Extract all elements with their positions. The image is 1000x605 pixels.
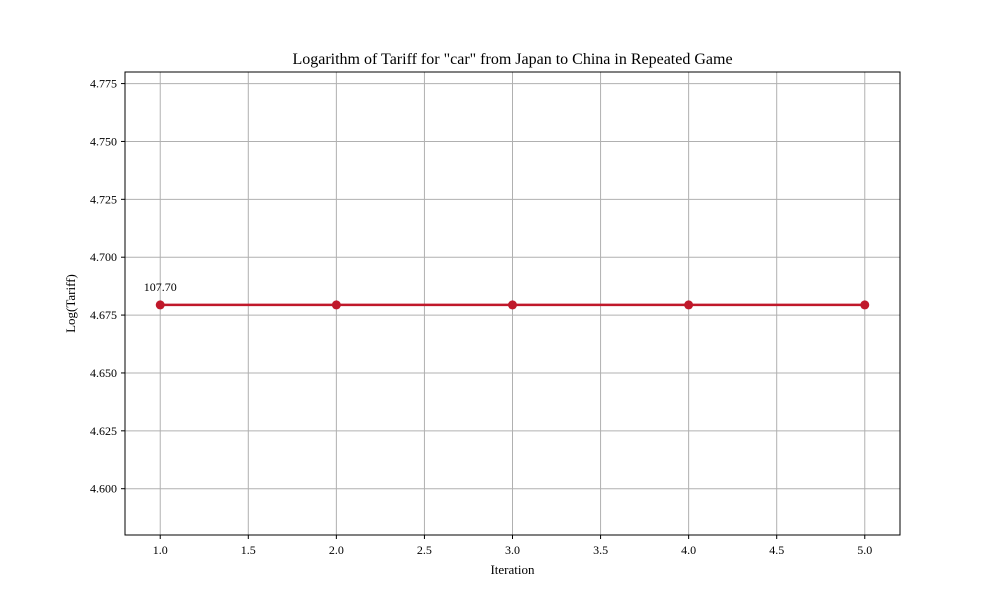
data-point — [155, 300, 165, 310]
x-tick-label: 3.0 — [505, 543, 520, 557]
data-point — [331, 300, 341, 310]
y-tick-label: 4.650 — [90, 366, 117, 380]
x-axis-label: Iteration — [490, 562, 535, 577]
series-layer — [155, 300, 870, 310]
x-tick-label: 3.5 — [593, 543, 608, 557]
y-tick-label: 4.675 — [90, 308, 117, 322]
x-tick-label: 1.5 — [241, 543, 256, 557]
x-tick-label: 4.5 — [769, 543, 784, 557]
x-tick-label: 5.0 — [857, 543, 872, 557]
data-point — [860, 300, 870, 310]
data-label: 107.70 — [144, 280, 177, 294]
y-tick-label: 4.600 — [90, 482, 117, 496]
y-tick-label: 4.775 — [90, 77, 117, 91]
grid — [125, 72, 900, 535]
y-tick-label: 4.700 — [90, 250, 117, 264]
data-point — [684, 300, 694, 310]
x-tick-label: 1.0 — [153, 543, 168, 557]
y-tick-label: 4.625 — [90, 424, 117, 438]
annotations: 107.70 — [144, 280, 177, 294]
x-tick-label: 4.0 — [681, 543, 696, 557]
y-tick-label: 4.750 — [90, 134, 117, 148]
x-tick-label: 2.5 — [417, 543, 432, 557]
y-tick-label: 4.725 — [90, 192, 117, 206]
axis-ticks: 1.0 1.5 2.0 2.5 3.0 3.5 4.0 4.5 5.0 4.600 4.625 4.6… — [90, 77, 872, 557]
data-point — [508, 300, 517, 310]
x-tick-label: 2.0 — [329, 543, 344, 557]
y-axis-label: Log(Tariff) — [63, 274, 78, 333]
chart-title: Logarithm of Tariff for "car" from Japan… — [292, 51, 732, 68]
